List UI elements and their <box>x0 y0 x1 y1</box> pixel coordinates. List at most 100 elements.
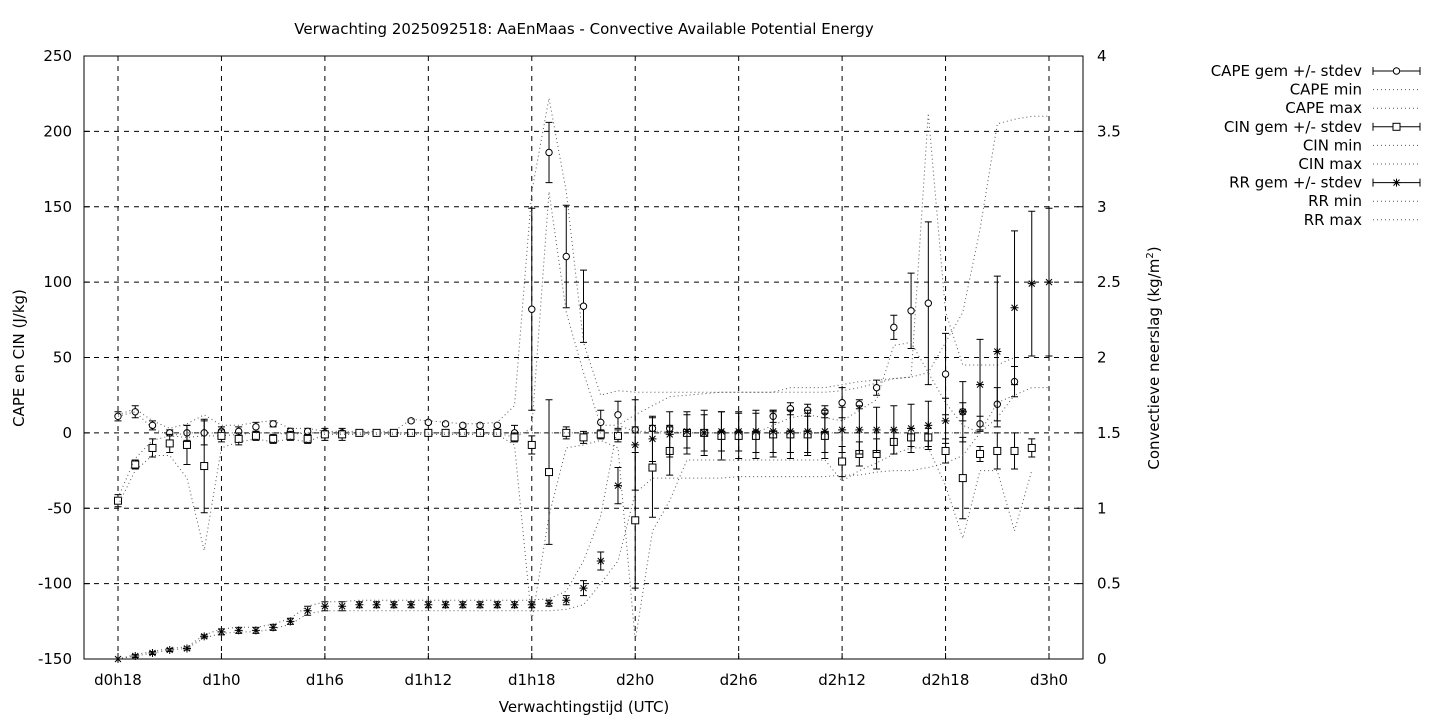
data-point <box>303 606 312 615</box>
legend-label: CIN max <box>1298 155 1362 173</box>
data-point <box>303 434 312 443</box>
data-point <box>1392 122 1401 131</box>
data-point <box>941 446 950 455</box>
data-point <box>148 421 157 430</box>
data-point <box>458 428 467 437</box>
data-point <box>820 427 829 436</box>
legend-label: CAPE max <box>1285 99 1362 117</box>
data-point <box>286 617 295 626</box>
x-tick-label: d2h12 <box>818 671 866 689</box>
legend-label: RR min <box>1308 192 1362 210</box>
data-point <box>355 428 364 437</box>
data-point <box>648 434 657 443</box>
data-point <box>562 252 570 261</box>
axes: 250 200 150 100 50 0 -50 -100 -150 4 3.5 3 2.5 2 1.5 1 0… <box>38 47 1121 689</box>
series-line <box>117 115 1049 660</box>
data-point <box>251 626 260 635</box>
x-tick-label: d3h0 <box>1030 671 1068 689</box>
data-point <box>527 600 536 609</box>
y-tick-label: 200 <box>43 122 72 140</box>
data-point <box>407 428 416 437</box>
data-point <box>251 431 260 440</box>
data-point <box>441 428 450 437</box>
y2-tick-label: 2.5 <box>1097 273 1121 291</box>
y2-axis-label: Convectieve neerslag (kg/m2) <box>1145 246 1163 469</box>
series-cape-gem-stdev <box>114 121 1019 446</box>
data-point <box>148 648 157 657</box>
data-point <box>217 627 226 636</box>
legend-item: RR gem +/- stdev <box>1229 174 1421 192</box>
y-tick-label: 0 <box>62 424 72 442</box>
legend-label: CIN gem +/- stdev <box>1224 118 1362 136</box>
legend-item: CIN min <box>1303 136 1420 154</box>
data-point <box>1027 443 1036 452</box>
data-point <box>889 425 898 434</box>
data-point <box>389 600 398 609</box>
data-point <box>700 428 709 437</box>
data-point <box>769 427 778 436</box>
data-point <box>993 446 1002 455</box>
legend-item: CAPE min <box>1290 81 1420 99</box>
chart-title: Verwachting 2025092518: AaEnMaas - Conve… <box>294 20 874 38</box>
legend-label: CIN min <box>1303 136 1362 154</box>
data-point <box>613 431 622 440</box>
legend-item: RR max <box>1304 211 1420 229</box>
data-point <box>579 433 588 442</box>
y2-tick-label: 0 <box>1097 650 1107 668</box>
data-point <box>1027 279 1036 288</box>
data-point <box>200 632 209 641</box>
data-point <box>855 425 864 434</box>
data-point <box>1392 67 1401 75</box>
data-point <box>476 421 484 430</box>
legend-item: CIN max <box>1298 155 1420 173</box>
data-point <box>838 399 846 407</box>
data-point <box>907 307 915 315</box>
x-tick-label: d2h0 <box>616 671 654 689</box>
data-point <box>269 434 278 443</box>
data-point <box>631 516 640 525</box>
plot-frame <box>83 55 1084 660</box>
data-point <box>131 460 140 469</box>
series-layer <box>114 98 1053 663</box>
data-point <box>838 457 847 466</box>
y-tick-label: -50 <box>48 499 73 517</box>
data-point <box>596 557 605 566</box>
data-point <box>597 418 605 427</box>
data-point <box>493 428 502 437</box>
y-tick-label: -150 <box>38 650 72 668</box>
data-point <box>234 434 243 443</box>
data-point <box>458 600 467 609</box>
data-point <box>613 481 622 490</box>
data-point <box>182 644 191 653</box>
y2-axis-label-sup: 2 <box>1145 252 1156 258</box>
data-point <box>1010 446 1019 455</box>
data-point <box>441 420 450 428</box>
data-point <box>545 599 554 608</box>
legend-item: CAPE gem +/- stdev <box>1211 62 1421 80</box>
y2-tick-label: 1.5 <box>1097 424 1121 442</box>
data-point <box>338 430 347 439</box>
y2-tick-label: 3 <box>1097 198 1107 216</box>
data-point <box>941 416 950 425</box>
data-point <box>114 496 122 505</box>
data-point <box>872 425 881 434</box>
series-cin-min <box>117 433 1033 641</box>
x-tick-label: d1h18 <box>508 671 556 689</box>
x-tick-label: d0h18 <box>94 671 142 689</box>
data-point <box>924 299 933 307</box>
y-axis-label: CAPE en CIN (J/kg) <box>10 289 28 427</box>
y2-axis-label-main: Convectieve neerslag (kg/m <box>1145 259 1163 470</box>
data-point <box>976 380 985 389</box>
data-point <box>907 424 916 433</box>
data-point <box>1392 178 1401 187</box>
legend-item: CIN gem +/- stdev <box>1224 118 1421 136</box>
x-tick-label: d2h18 <box>922 671 970 689</box>
data-point <box>993 347 1002 356</box>
data-point <box>303 427 312 436</box>
data-point <box>579 584 588 593</box>
data-point <box>941 370 950 378</box>
data-point <box>579 302 588 310</box>
data-point <box>148 443 157 452</box>
data-point <box>200 462 209 471</box>
